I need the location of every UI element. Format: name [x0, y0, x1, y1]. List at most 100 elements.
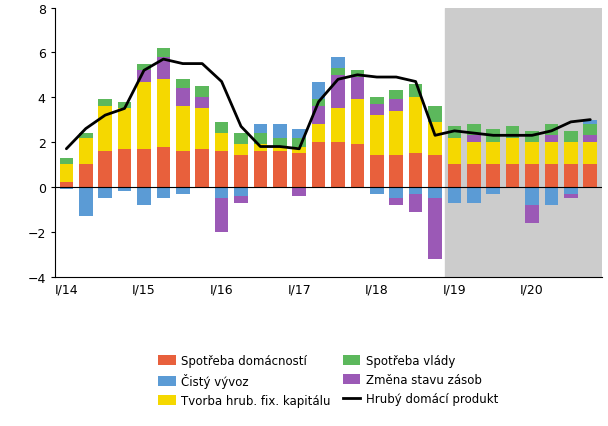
Bar [525, 187, 539, 205]
Bar [118, 102, 131, 109]
Bar [215, 123, 229, 134]
Bar [428, 107, 442, 123]
Bar [273, 152, 286, 187]
Bar [312, 100, 325, 107]
Bar [98, 107, 112, 152]
Bar [215, 134, 229, 152]
Bar [564, 165, 578, 187]
Bar [409, 187, 423, 194]
Bar [545, 143, 558, 165]
Bar [428, 187, 442, 199]
Bar [137, 82, 151, 150]
Bar [60, 187, 73, 190]
Bar [428, 199, 442, 259]
Bar [486, 165, 500, 187]
Bar [409, 98, 423, 154]
Bar [409, 154, 423, 187]
Bar [176, 152, 190, 187]
Bar [584, 136, 597, 143]
Bar [176, 187, 190, 194]
Bar [370, 105, 384, 116]
Bar [486, 130, 500, 143]
Bar [98, 187, 112, 199]
Bar [137, 187, 151, 205]
Bar [351, 100, 364, 145]
Bar [467, 125, 481, 136]
Bar [331, 109, 345, 143]
Bar [157, 49, 170, 58]
Bar [331, 75, 345, 109]
Bar [312, 125, 325, 143]
Bar [584, 143, 597, 165]
Bar [215, 187, 229, 199]
Bar [157, 58, 170, 80]
Bar [254, 125, 267, 134]
Bar [195, 109, 209, 150]
Bar [370, 156, 384, 187]
Bar [176, 89, 190, 107]
Bar [467, 136, 481, 143]
Bar [584, 125, 597, 136]
Bar [176, 80, 190, 89]
Bar [545, 187, 558, 205]
Bar [351, 78, 364, 100]
Bar [506, 138, 519, 165]
Bar [312, 82, 325, 100]
Bar [545, 125, 558, 136]
Bar [467, 187, 481, 203]
Bar [292, 187, 306, 196]
Bar [292, 154, 306, 187]
Bar [525, 205, 539, 223]
Bar [447, 187, 461, 203]
Bar [370, 116, 384, 156]
Bar [137, 150, 151, 187]
Bar [273, 125, 286, 138]
Bar [118, 150, 131, 187]
Bar [525, 132, 539, 143]
Bar [157, 147, 170, 187]
Bar [195, 98, 209, 109]
Bar [118, 187, 131, 192]
Bar [98, 100, 112, 107]
Bar [428, 123, 442, 156]
Bar [331, 58, 345, 69]
Bar [79, 138, 92, 165]
Bar [176, 107, 190, 152]
Bar [312, 107, 325, 125]
Bar [564, 132, 578, 143]
Bar [545, 165, 558, 187]
Bar [564, 143, 578, 165]
Bar [312, 143, 325, 187]
Bar [351, 145, 364, 187]
Bar [254, 134, 267, 145]
Bar [467, 143, 481, 165]
Bar [215, 199, 229, 232]
Bar [564, 194, 578, 199]
Bar [447, 138, 461, 165]
Bar [447, 127, 461, 138]
Bar [390, 199, 403, 205]
Bar [545, 136, 558, 143]
Bar [331, 69, 345, 76]
Bar [118, 109, 131, 150]
Bar [98, 152, 112, 187]
Bar [60, 183, 73, 187]
Bar [234, 145, 248, 156]
Bar [79, 165, 92, 187]
Bar [60, 165, 73, 183]
Bar [467, 165, 481, 187]
Bar [254, 145, 267, 152]
Bar [584, 120, 597, 125]
Bar [390, 187, 403, 199]
Bar [390, 156, 403, 187]
Bar [331, 143, 345, 187]
Bar [273, 138, 286, 147]
Bar [428, 156, 442, 187]
Bar [234, 196, 248, 203]
Bar [370, 187, 384, 194]
Bar [292, 130, 306, 138]
Bar [79, 187, 92, 216]
Bar [60, 158, 73, 165]
Bar [157, 187, 170, 199]
Bar [584, 165, 597, 187]
